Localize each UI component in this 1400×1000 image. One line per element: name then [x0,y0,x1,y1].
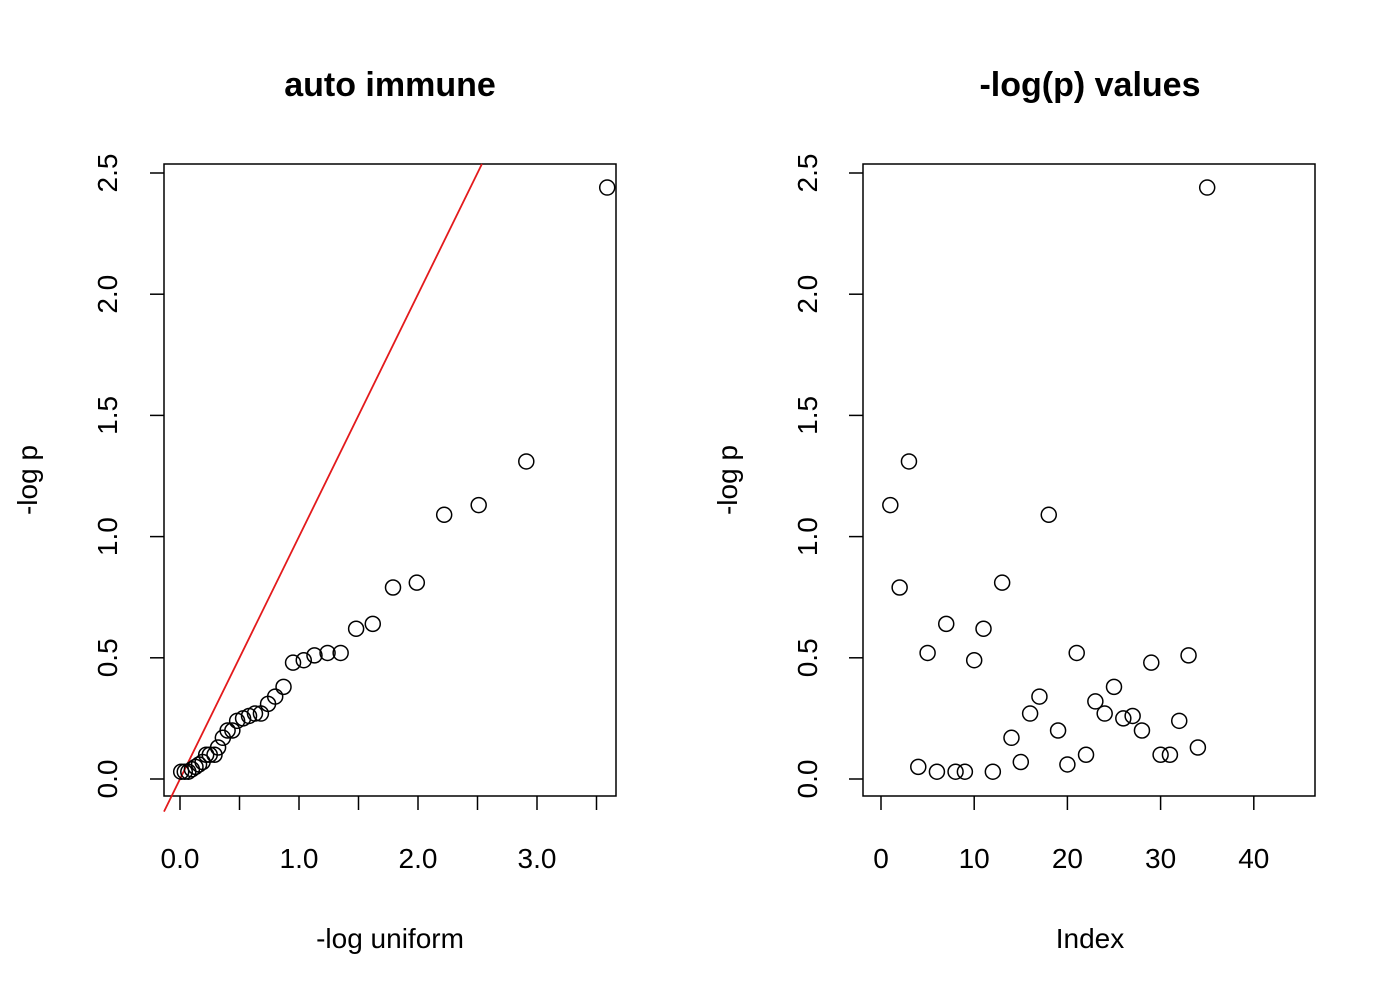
y-tick-label: 2.0 [792,275,823,314]
x-tick-label: 0 [873,843,889,874]
data-point [172,763,190,780]
index-plot-frame [862,163,1316,797]
data-point [1096,705,1113,722]
index-plot-x-axis-label: Index [1056,923,1125,954]
y-tick-label: 1.5 [792,396,823,435]
data-point [1040,506,1058,524]
data-point [295,651,313,669]
data-point [1152,746,1169,764]
data-point [206,746,223,764]
index-plot-x-axis: 0 10 20 30 40 [873,796,1269,874]
qq-plot-x-axis-label: -log uniform [316,923,464,954]
qq-plot-title: auto immune [284,66,496,104]
qq-plot-reference-line [163,163,483,812]
data-point [470,496,487,514]
data-point [1180,647,1197,664]
data-point [1087,693,1104,710]
data-point [197,746,215,764]
x-tick-label: 20 [1052,843,1083,874]
data-point [891,579,908,596]
x-tick-label: 30 [1145,843,1176,874]
data-point [1189,739,1207,756]
y-tick-label: 2.5 [92,154,123,193]
qq-plot-frame [163,163,617,797]
qq-plot-panel: auto immune -log uniform -log p 0.0 1.0 2.… [12,66,617,954]
data-point [1124,707,1141,725]
data-point [176,763,194,780]
data-point [1170,712,1188,730]
x-tick-label: 0.0 [161,843,200,874]
data-point [993,574,1011,591]
data-point [266,688,284,705]
data-point [1133,722,1151,739]
index-plot-y-axis-label: -log p [712,445,743,515]
y-tick-label: 1.0 [92,517,123,556]
data-point [1031,688,1048,705]
index-plot-panel: -log(p) values Index -log p 0 10 20 30 40 0.… [712,66,1316,954]
data-point [224,722,241,739]
qq-plot-x-axis: 0.0 1.0 2.0 3.0 [161,796,598,874]
data-point [965,651,983,669]
y-tick-label: 0.5 [92,638,123,677]
data-point [1012,753,1030,771]
index-plot-y-axis: 0.0 0.5 1.0 1.5 2.0 2.5 [792,154,863,799]
data-point [518,453,535,470]
data-point [209,739,227,756]
y-tick-label: 2.5 [792,154,823,193]
data-point [1003,729,1020,747]
data-point [928,763,946,780]
data-point [408,574,426,591]
data-point [1143,654,1160,671]
y-tick-label: 1.5 [92,396,123,435]
x-tick-label: 1.0 [280,843,319,874]
data-point [306,647,323,664]
data-point [598,179,616,196]
qq-plot-y-axis: 0.0 0.5 1.0 1.5 2.0 2.5 [92,154,164,799]
index-plot-title: -log(p) values [979,66,1200,104]
x-tick-label: 10 [959,843,990,874]
data-point [347,620,365,637]
data-point [1021,705,1039,722]
data-point [910,758,927,776]
data-point [956,763,974,780]
data-point [1161,746,1179,764]
x-tick-label: 40 [1238,843,1269,874]
y-tick-label: 0.5 [792,638,823,677]
data-point [947,763,964,780]
data-point [364,615,382,633]
data-point [1059,756,1076,773]
index-plot-points [882,179,1216,780]
data-point [435,506,453,524]
data-point [882,496,899,514]
reference-line-segment [163,163,483,812]
data-point [1105,678,1123,696]
data-point [1068,644,1085,662]
x-tick-label: 2.0 [399,843,438,874]
data-point [284,654,302,671]
data-point [275,678,292,696]
y-tick-label: 0.0 [792,760,823,799]
data-point [900,453,918,470]
data-point [975,620,992,637]
y-tick-label: 1.0 [792,517,823,556]
y-tick-label: 0.0 [92,760,123,799]
data-point [984,763,1002,780]
qq-plot-y-axis-label: -log p [12,445,43,515]
data-point [1115,710,1132,727]
y-tick-label: 2.0 [92,275,123,314]
data-point [937,615,955,633]
data-point [246,705,264,722]
qq-plot-points [172,179,616,780]
data-point [384,579,402,596]
data-point [219,722,236,739]
data-point [319,644,336,662]
x-tick-label: 3.0 [518,843,557,874]
data-point [919,644,936,662]
data-point [1077,746,1095,764]
data-point [1049,722,1067,739]
data-point [1198,179,1216,196]
data-point [332,644,349,662]
